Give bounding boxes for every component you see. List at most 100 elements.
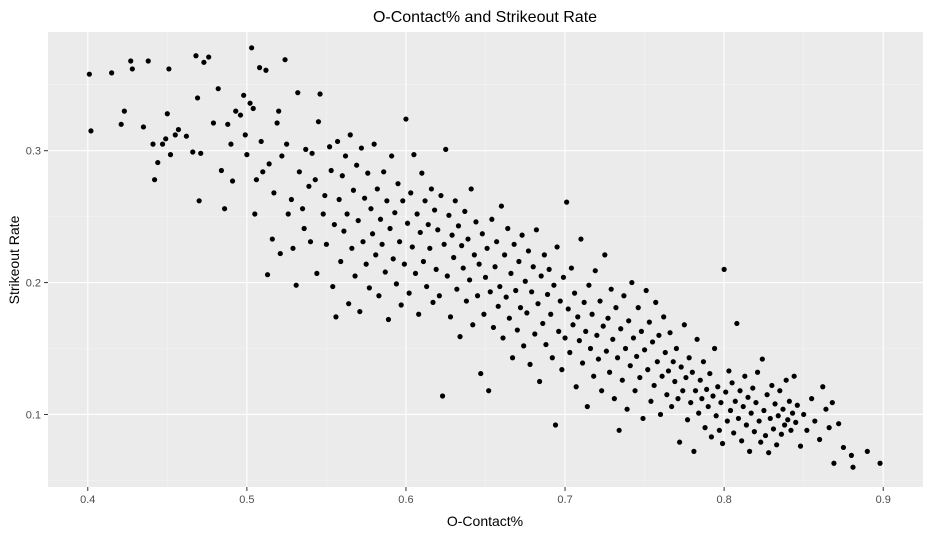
x-tick-label: 0.4 — [80, 494, 95, 506]
data-point — [554, 244, 560, 250]
data-point — [715, 384, 721, 390]
data-point — [641, 347, 648, 353]
data-point — [401, 261, 407, 267]
data-point — [314, 270, 320, 276]
data-point — [218, 167, 225, 174]
data-point — [753, 399, 759, 406]
data-point — [435, 227, 441, 233]
data-point — [164, 111, 170, 117]
data-point — [708, 434, 715, 440]
data-point — [777, 388, 783, 394]
data-point — [704, 386, 710, 393]
data-point — [349, 245, 355, 251]
data-point — [589, 311, 595, 317]
x-axis-title: O-Contact% — [447, 513, 523, 529]
data-point — [850, 464, 856, 470]
data-point — [331, 221, 337, 228]
data-point — [710, 393, 716, 399]
data-point — [326, 144, 333, 150]
data-point — [673, 345, 680, 352]
data-point — [680, 388, 686, 394]
data-point — [336, 196, 342, 203]
data-point — [746, 448, 753, 454]
data-point — [750, 385, 756, 391]
data-point — [285, 211, 291, 217]
data-point — [632, 388, 638, 394]
data-point — [282, 57, 288, 63]
data-point — [789, 410, 796, 416]
data-point — [751, 429, 757, 435]
data-point — [592, 268, 598, 274]
data-point — [683, 374, 689, 381]
x-tick-label: 0.9 — [876, 494, 891, 506]
data-point — [667, 330, 673, 336]
data-point — [600, 323, 606, 329]
data-point — [820, 384, 826, 390]
data-point — [266, 161, 272, 167]
data-point — [672, 378, 678, 385]
data-point — [354, 162, 360, 168]
data-point — [150, 141, 156, 147]
data-point — [494, 239, 500, 245]
data-point — [284, 141, 290, 147]
data-point — [654, 359, 660, 365]
data-point — [460, 265, 466, 271]
data-point — [206, 54, 212, 60]
data-point — [649, 339, 656, 345]
data-point — [584, 403, 590, 410]
data-point — [764, 392, 770, 398]
data-point — [412, 270, 419, 276]
data-point — [128, 58, 134, 64]
data-point — [264, 272, 271, 278]
data-point — [586, 282, 592, 288]
data-point — [772, 401, 778, 407]
data-point — [355, 217, 361, 224]
data-point — [198, 150, 204, 156]
data-point — [341, 228, 347, 234]
data-point — [221, 206, 228, 212]
data-point — [250, 105, 256, 112]
data-point — [729, 380, 735, 386]
data-point — [740, 403, 746, 410]
data-point — [595, 356, 602, 362]
data-point — [86, 71, 92, 77]
data-point — [562, 335, 568, 341]
data-point — [159, 141, 166, 147]
data-point — [713, 413, 719, 419]
data-point — [786, 398, 792, 404]
data-point — [333, 314, 339, 320]
data-point — [358, 145, 365, 151]
x-tick-label: 0.6 — [398, 494, 413, 506]
data-point — [505, 225, 511, 232]
data-point — [676, 439, 683, 445]
data-point — [522, 278, 528, 284]
data-point — [605, 315, 611, 321]
data-point — [436, 293, 442, 299]
data-point — [758, 439, 764, 445]
data-point — [552, 422, 559, 428]
data-point — [323, 241, 330, 247]
data-point — [648, 398, 654, 404]
y-tick-label: 0.3 — [26, 146, 41, 158]
data-point — [645, 367, 651, 373]
x-axis: 0.4 0.5 0.6 0.7 0.8 0.9 — [80, 487, 891, 506]
data-point — [541, 252, 547, 258]
data-point — [303, 146, 309, 152]
data-point — [276, 108, 282, 114]
x-tick-label: 0.5 — [239, 494, 254, 506]
data-point — [252, 211, 258, 217]
data-point — [629, 279, 635, 286]
data-point — [444, 273, 450, 279]
data-point — [369, 231, 376, 237]
data-point — [804, 427, 810, 433]
data-point — [716, 427, 722, 433]
data-point — [393, 281, 400, 287]
data-point — [256, 65, 263, 71]
data-point — [241, 92, 247, 98]
data-point — [447, 314, 454, 320]
data-point — [215, 86, 221, 92]
data-point — [301, 225, 307, 232]
data-point — [549, 355, 555, 361]
